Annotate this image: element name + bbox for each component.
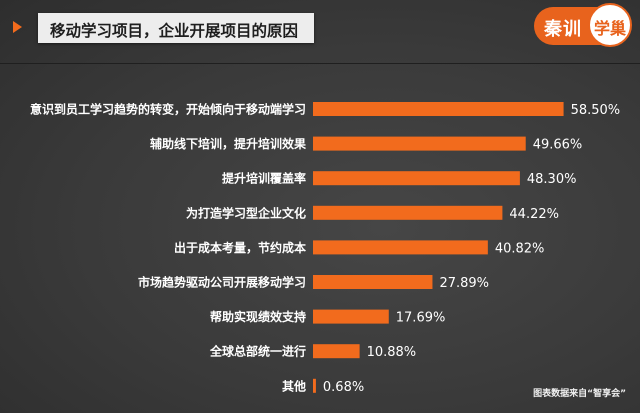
value-label: 58.50% [571,103,621,118]
bar [313,240,488,255]
category-label: 其他 [282,378,306,393]
category-label: 全球总部统一进行 [209,344,306,359]
logo-text-part2: 学巢 [594,19,627,38]
value-label: 49.66% [533,138,583,153]
source-note: 图表数据来自“智享会” [533,389,626,399]
value-label: 27.89% [439,276,489,291]
bar [313,171,520,186]
header-divider [0,63,640,64]
value-label: 0.68% [323,380,364,395]
category-label: 提升培训覆盖率 [222,171,306,186]
bar [313,309,389,324]
logo-text-part1: 秦训 [544,19,582,40]
value-label: 40.82% [495,241,545,256]
bar [313,102,564,116]
logo-circle: 学巢 [588,3,632,47]
header-bar: 移动学习项目，企业开展项目的原因 秦训 学巢 [0,0,640,62]
bar [313,136,526,151]
category-label: 为打造学习型企业文化 [186,205,306,220]
value-label: 10.88% [367,345,417,360]
bar [313,344,360,359]
title-box: 移动学习项目，企业开展项目的原因 [38,13,314,43]
page-title: 移动学习项目，企业开展项目的原因 [50,22,299,40]
value-label: 17.69% [396,311,446,326]
category-label: 意识到员工学习趋势的转变，开始倾向于移动端学习 [30,102,306,117]
value-label: 48.30% [527,172,577,187]
value-label: 44.22% [509,207,559,222]
category-label: 市场趋势驱动公司开展移动学习 [138,275,306,290]
bar [313,205,503,220]
brand-logo: 秦训 学巢 [532,3,632,49]
category-label: 出于成本考量，节约成本 [174,240,306,255]
category-label: 帮助实现绩效支持 [210,309,306,324]
category-label: 辅助线下培训，提升培训效果 [150,136,306,151]
bar [313,275,433,289]
play-arrow-icon [13,21,22,33]
bar [313,378,316,393]
